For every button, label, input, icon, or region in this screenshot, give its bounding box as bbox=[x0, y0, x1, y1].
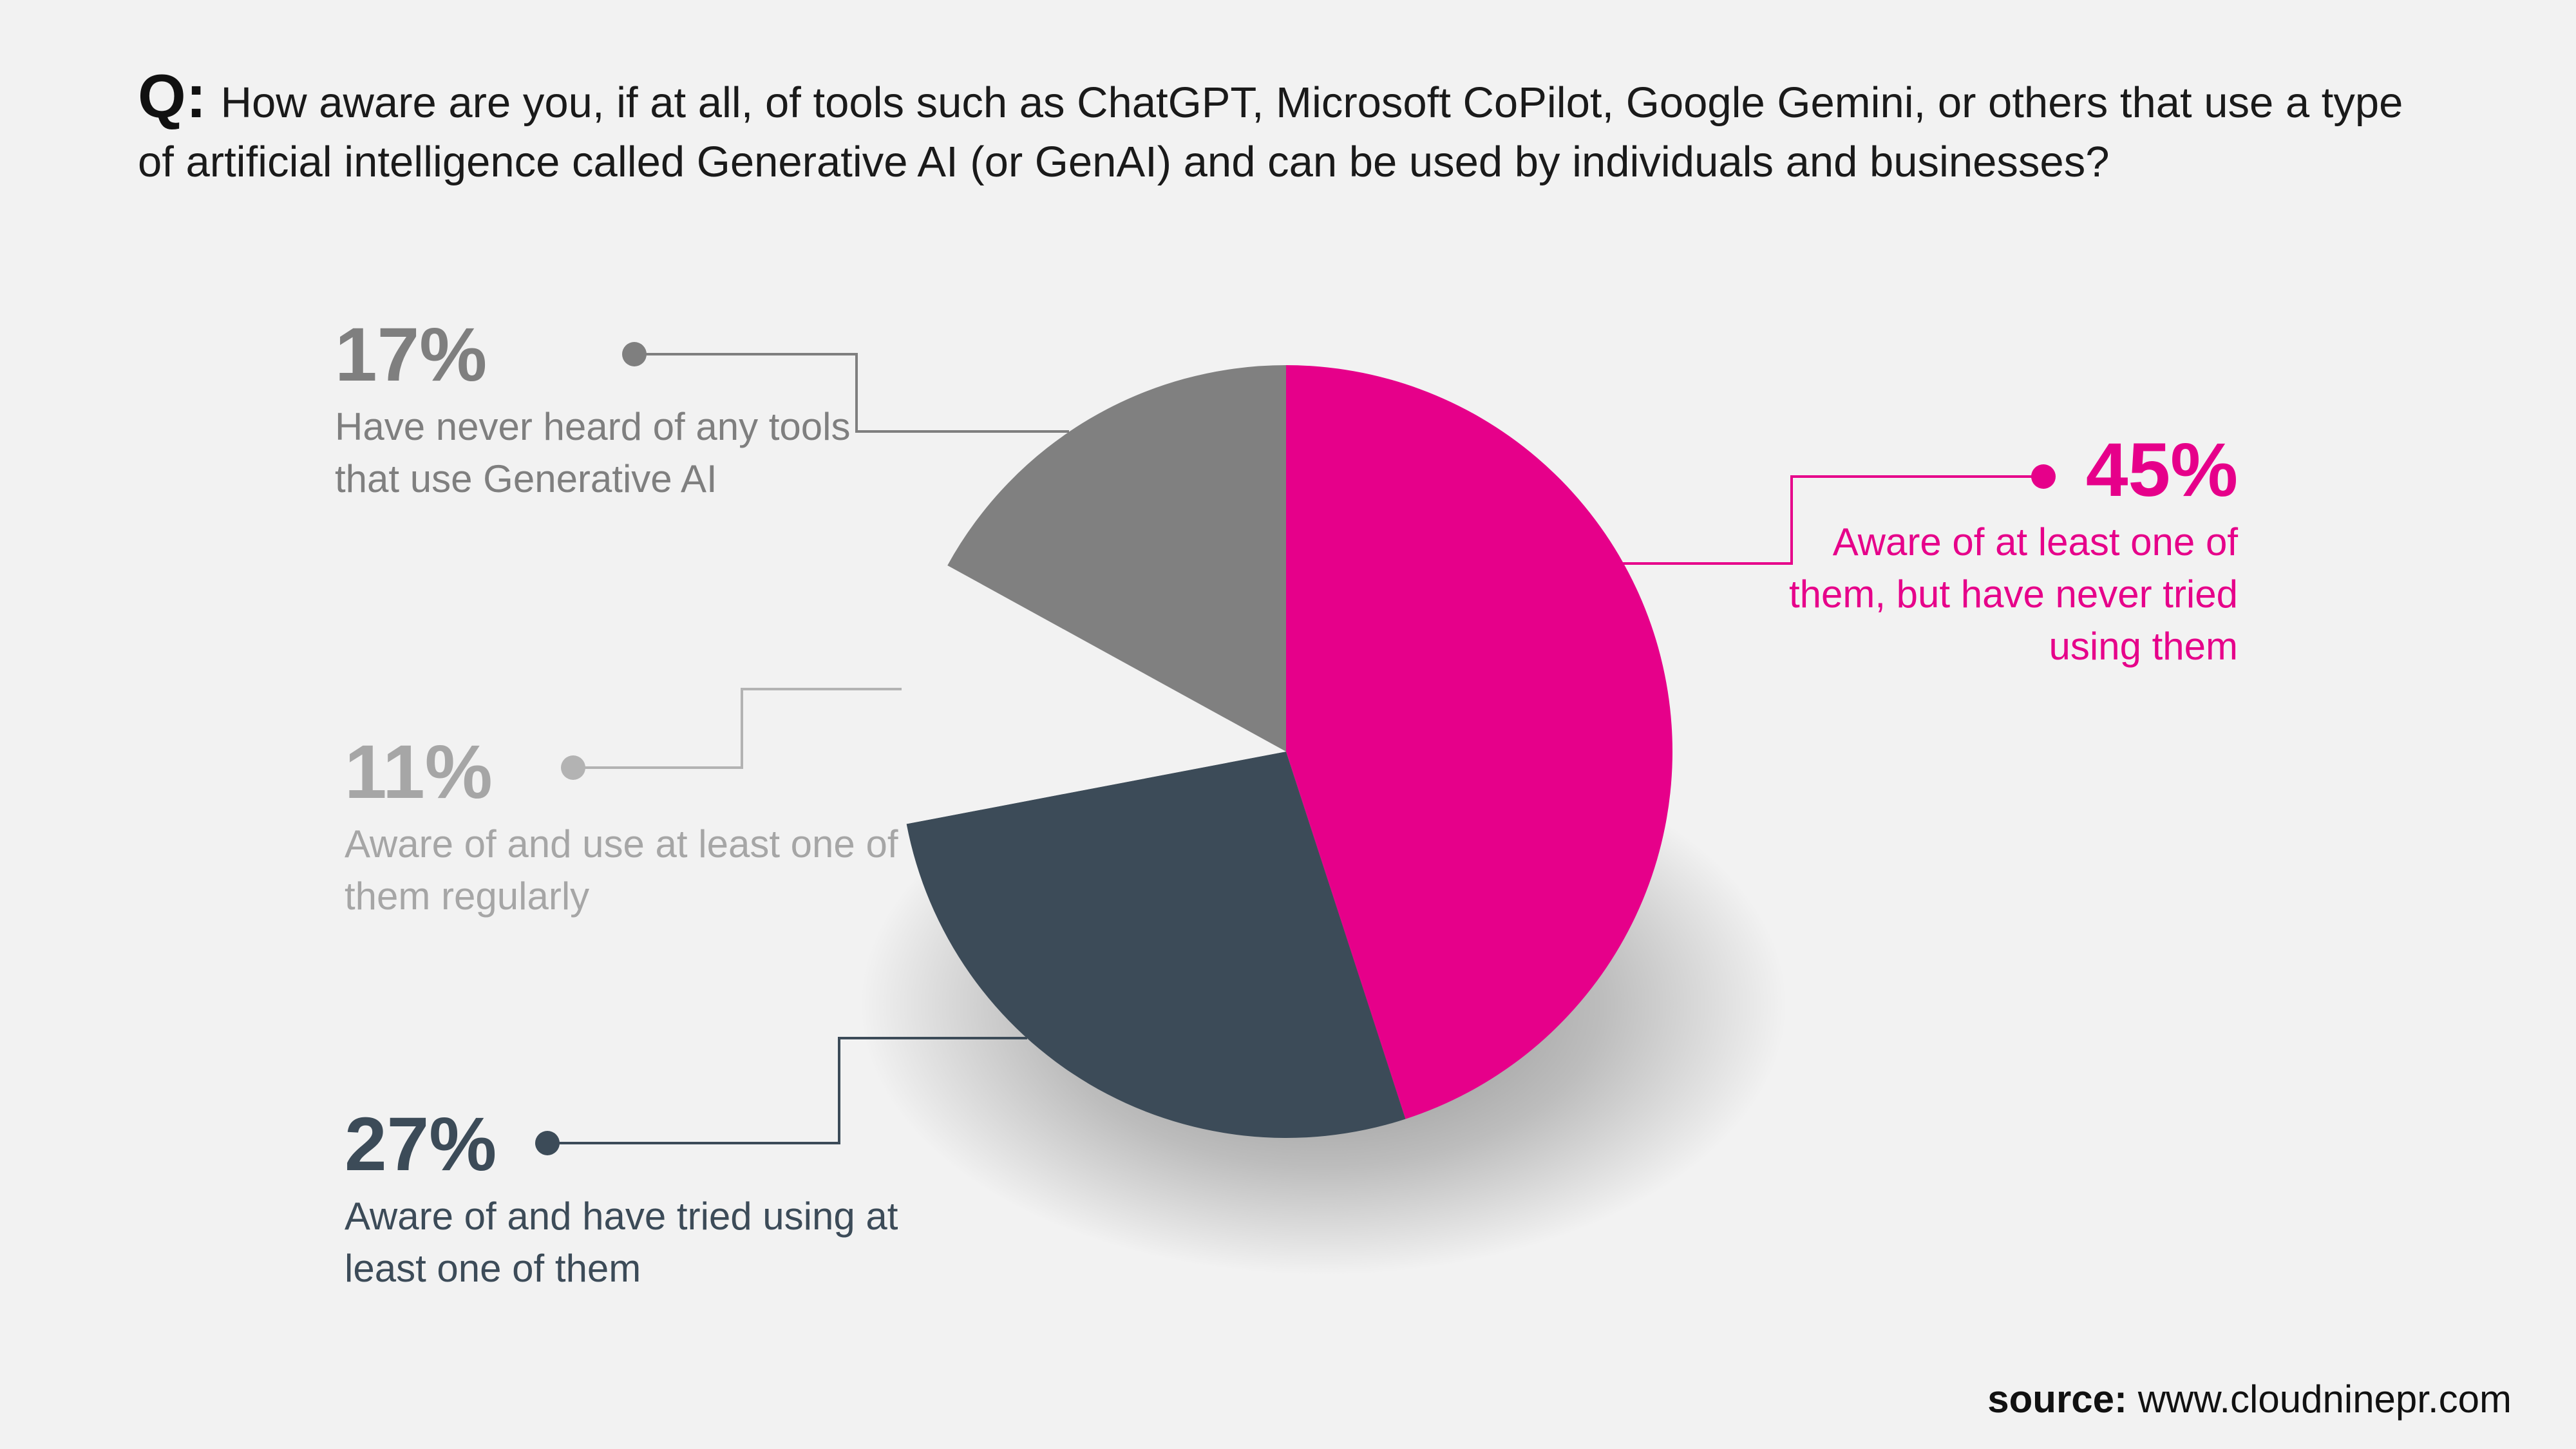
pie-slice-regular bbox=[900, 565, 1286, 824]
leader-line-never-heard bbox=[634, 353, 1069, 433]
callout-aware-never-tried-desc: Aware of at least one of them, but have … bbox=[1788, 520, 2238, 668]
leader-dot-tried bbox=[535, 1131, 560, 1155]
question-prefix: Q: bbox=[138, 62, 207, 131]
pie-slice-tried bbox=[906, 752, 1406, 1138]
callout-regular: 11% Aware of and use at least one of the… bbox=[345, 730, 924, 922]
callout-never-heard-desc: Have never heard of any tools that use G… bbox=[335, 405, 851, 500]
callout-aware-never-tried-pct: 45% bbox=[2085, 428, 2238, 513]
leader-dot-never-heard bbox=[622, 342, 647, 366]
callout-aware-never-tried: 45% Aware of at least one of them, but h… bbox=[1777, 428, 2238, 672]
leader-dot-regular bbox=[561, 755, 585, 780]
source-label: source: bbox=[1987, 1378, 2128, 1421]
leader-line-tried bbox=[547, 1037, 1027, 1144]
leader-dot-aware bbox=[2031, 464, 2056, 489]
source-credit: source: www.cloudninepr.com bbox=[1987, 1377, 2512, 1421]
leader-line-regular bbox=[573, 688, 902, 769]
callout-tried-desc: Aware of and have tried using at least o… bbox=[345, 1195, 898, 1290]
pie-slices bbox=[900, 365, 1673, 1138]
question-text: Q: How aware are you, if at all, of tools… bbox=[138, 66, 2430, 192]
callout-tried-pct: 27% bbox=[345, 1102, 497, 1187]
callout-regular-pct: 11% bbox=[345, 730, 493, 815]
question-body: How aware are you, if at all, of tools s… bbox=[138, 79, 2403, 186]
leader-lines bbox=[535, 342, 2056, 1155]
pie-slice-aware-never-tried bbox=[1286, 365, 1673, 1119]
pie-slice-never-heard bbox=[947, 365, 1286, 752]
callout-never-heard-pct: 17% bbox=[335, 312, 488, 397]
source-url: www.cloudninepr.com bbox=[2137, 1378, 2512, 1421]
callout-tried: 27% Aware of and have tried using at lea… bbox=[345, 1103, 924, 1294]
leader-line-aware bbox=[1623, 475, 2043, 565]
callout-never-heard: 17% Have never heard of any tools that u… bbox=[335, 313, 914, 505]
callout-regular-desc: Aware of and use at least one of them re… bbox=[345, 822, 898, 918]
